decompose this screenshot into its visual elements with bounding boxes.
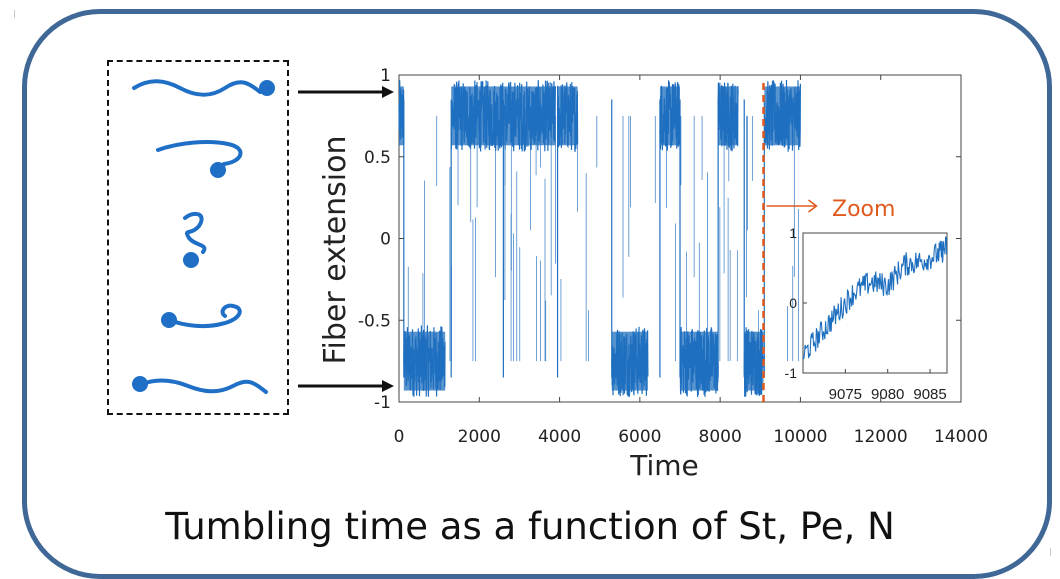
fiber-extension-series [398, 79, 802, 398]
x-tick-label: 4000 [538, 427, 581, 447]
series-band [557, 86, 578, 146]
series-band [744, 331, 764, 391]
inset-series [802, 236, 948, 360]
series-band [399, 86, 404, 146]
series-band [503, 86, 556, 146]
y-axis-label: Fiber extension [318, 135, 353, 364]
fiber-shapes-panel [107, 60, 289, 415]
arrow-to-plus-one [298, 86, 394, 98]
x-tick-label: 8000 [699, 427, 742, 447]
series-band [764, 86, 801, 146]
x-tick-label: 14000 [934, 427, 988, 447]
y-tick-label: -1 [374, 393, 391, 413]
y-tick-label: 1 [380, 66, 391, 86]
caption: Tumbling time as a function of St, Pe, N [165, 505, 895, 548]
zoom-label: Zoom [832, 197, 895, 222]
hooked-fiber-icon [156, 140, 243, 178]
extended-fiber-icon [132, 376, 268, 394]
inset-x-tick-label: 9075 [829, 386, 862, 403]
x-tick-label: 6000 [618, 427, 661, 447]
corner-mark [14, 10, 15, 18]
x-tick-label: 10000 [773, 427, 827, 447]
inset-y-tick-label: 0 [789, 295, 797, 311]
series-band [718, 86, 739, 146]
inset-x-tick-label: 9080 [871, 386, 904, 403]
extended-fiber-icon [132, 79, 275, 97]
inset-y-tick-label: 1 [789, 225, 797, 241]
fiber-extension-chart: 0 2000 4000 6000 8000 10000 12000 14000 -1 -0.5 0 0… [318, 66, 988, 482]
y-tick-label: 0.5 [364, 148, 391, 168]
x-axis-label: Time [629, 449, 699, 482]
y-tick-label: -0.5 [358, 311, 391, 331]
corner-mark [1050, 548, 1051, 556]
inset-plot-area [802, 232, 948, 374]
series-band [659, 86, 680, 146]
y-tick-label: 0 [380, 230, 391, 250]
zoom-arrowhead [808, 199, 818, 213]
x-tick-label: 2000 [458, 427, 501, 447]
series-band [611, 331, 648, 391]
hooked-fiber-icon [161, 303, 242, 329]
inset-x-tick-label: 9085 [913, 386, 946, 403]
x-tick-label: 0 [394, 427, 405, 447]
inset-y-tick-label: -1 [785, 365, 798, 381]
coiled-fiber-icon [183, 211, 207, 268]
x-tick-label: 12000 [854, 427, 908, 447]
arrow-to-minus-one [298, 380, 394, 392]
